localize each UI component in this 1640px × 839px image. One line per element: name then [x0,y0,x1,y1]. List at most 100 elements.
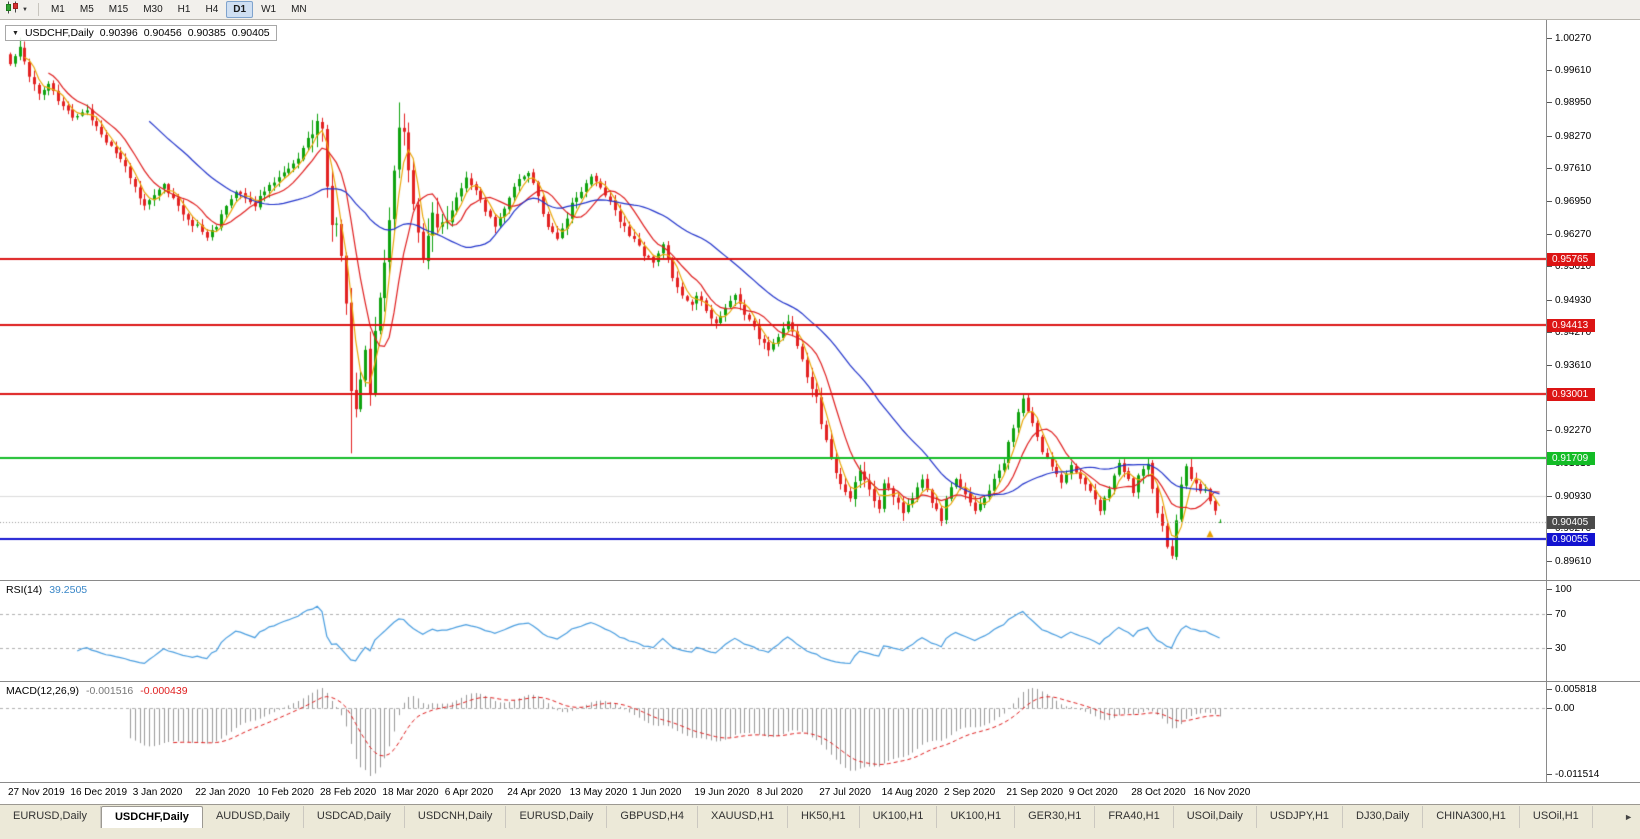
macd-axis-label: 0.00 [1546,703,1575,715]
tab-scroll-right-icon[interactable]: ► [1621,812,1636,822]
date-axis-label: 13 May 2020 [569,787,628,798]
candlestick-chart-icon [5,1,20,19]
date-axis-label: 10 Feb 2020 [257,787,314,798]
chart-type-button[interactable]: ▼ [3,0,33,20]
chart-tab-usoil-daily[interactable]: USOil,Daily [1174,806,1257,828]
chart-tab-usoil-h1[interactable]: USOil,H1 [1520,806,1593,828]
high-value: 0.90456 [143,27,182,39]
price-axis-label: 1.00270 [1546,32,1592,44]
chart-tabs: EURUSD,Daily USDCHF,Daily AUDUSD,Daily USDC… [0,806,1593,828]
price-axis-label: 0.93610 [1546,359,1592,371]
date-axis-label: 28 Oct 2020 [1131,787,1186,798]
date-axis-label: 16 Dec 2019 [70,787,128,798]
price-axis-label: 0.98270 [1546,130,1592,142]
price-axis-label: 0.94270 [1546,327,1592,339]
chart-tab-dj30-daily[interactable]: DJ30,Daily [1343,806,1424,828]
chart-panels-canvas[interactable] [0,20,1546,782]
chart-tab-usdchf-daily[interactable]: USDCHF,Daily [100,806,203,828]
timeframe-button-m5[interactable]: M5 [79,4,94,15]
rsi-axis-label: 70 [1546,609,1567,621]
date-axis-label: 1 Jun 2020 [632,787,682,798]
chart-tab-eurusd-daily[interactable]: EURUSD,Daily [0,806,101,828]
price-axis-label: 0.94930 [1546,294,1592,306]
timeframe-button-d1[interactable]: D1 [226,1,254,18]
chart-tab-uk100-h1[interactable]: UK100,H1 [937,806,1016,828]
chart-tab-china300-h1[interactable]: CHINA300,H1 [1423,806,1520,828]
rsi-value: 39.2505 [49,584,88,596]
chart-tab-ger30-h1[interactable]: GER30,H1 [1015,806,1096,828]
date-axis-label: 27 Nov 2019 [8,787,65,798]
rsi-name: RSI(14) [6,584,43,596]
price-level-tag: 0.93001 [1547,388,1595,402]
low-value: 0.90385 [187,27,226,39]
price-axis-label: 0.97610 [1546,163,1592,175]
rsi-axis-label: 30 [1546,642,1567,654]
chart-tab-uk100-h1[interactable]: UK100,H1 [860,806,938,828]
timeframe-button-m15[interactable]: M15 [108,4,129,15]
chart-tab-usdcad-daily[interactable]: USDCAD,Daily [304,806,405,828]
date-axis-label: 6 Apr 2020 [444,787,494,798]
date-axis-label: 19 Jun 2020 [694,787,750,798]
chart-tab-bar: EURUSD,Daily USDCHF,Daily AUDUSD,Daily USDC… [0,804,1640,839]
timeframe-button-h1[interactable]: H1 [177,4,191,15]
date-axis-label: 8 Jul 2020 [756,787,803,798]
macd-name: MACD(12,26,9) [6,685,79,697]
current-price-tag: 0.90405 [1547,515,1595,529]
symbol-ohlc-info: ▼ USDCHF,Daily 0.90396 0.90456 0.90385 0… [5,25,277,41]
timeframe-button-m1[interactable]: M1 [50,4,65,15]
open-value: 0.90396 [99,27,138,39]
chart-area: ▼ USDCHF,Daily 0.90396 0.90456 0.90385 0… [0,20,1640,782]
date-axis-label: 28 Feb 2020 [320,787,377,798]
chart-tab-usdjpy-h1[interactable]: USDJPY,H1 [1257,806,1344,828]
panel-separator-macd-dates [0,782,1640,783]
price-scale[interactable]: 1.00270 0.99610 0.98950 0.98270 0.97610 0.969… [1546,20,1640,782]
chart-tab-usdcnh-daily[interactable]: USDCNH,Daily [405,806,507,828]
chart-tab-audusd-daily[interactable]: AUDUSD,Daily [203,806,304,828]
panel-separator-rsi-macd[interactable] [0,681,1640,682]
close-value: 0.90405 [231,27,270,39]
macd-signal-value: -0.000439 [140,685,188,697]
date-axis-label: 22 Jan 2020 [195,787,251,798]
date-axis-label: 24 Apr 2020 [507,787,562,798]
date-scale[interactable]: 27 Nov 2019 16 Dec 2019 3 Jan 2020 22 Jan 2… [0,783,1640,804]
top-toolbar: ▼ M1 M5 M15 M30 H1 H4 D1 W1 MN [0,0,1640,20]
timeframe-button-h4[interactable]: H4 [205,4,219,15]
panel-separator-main-rsi[interactable] [0,580,1640,581]
price-axis-label: 0.92270 [1546,425,1592,437]
price-axis-label: 0.89610 [1546,555,1592,567]
date-axis-label: 16 Nov 2020 [1193,787,1251,798]
chart-tab-hk50-h1[interactable]: HK50,H1 [788,806,860,828]
date-axis-label: 2 Sep 2020 [944,787,996,798]
timeframe-button-w1[interactable]: W1 [261,4,277,15]
chart-tab-fra40-h1[interactable]: FRA40,H1 [1095,806,1174,828]
price-axis-label: 0.96270 [1546,228,1592,240]
price-axis-label: 0.99610 [1546,65,1592,77]
date-axis-label: 21 Sep 2020 [1006,787,1064,798]
rsi-axis-label: 100 [1547,584,1572,595]
timeframe-button-mn[interactable]: MN [291,4,307,15]
date-axis-label: 18 Mar 2020 [382,787,439,798]
toolbar-separator [37,3,39,16]
rsi-indicator-label: RSI(14) 39.2505 [6,584,87,596]
chevron-down-icon: ▼ [22,6,28,13]
date-axis-label: 27 Jul 2020 [819,787,871,798]
price-level-tag: 0.90055 [1547,533,1595,547]
price-axis-label: 0.95610 [1546,261,1592,273]
timeframe-button-m30[interactable]: M30 [143,4,163,15]
macd-main-value: -0.001516 [85,685,134,697]
price-scale-divider [1546,20,1547,782]
chart-tab-xauusd-h1[interactable]: XAUUSD,H1 [698,806,788,828]
chart-tab-eurusd-daily[interactable]: EURUSD,Daily [506,806,608,828]
chart-tab-gbpusd-h4[interactable]: GBPUSD,H4 [607,806,698,828]
macd-axis-label: -0.011514 [1546,769,1600,780]
price-axis-label: 0.98950 [1546,97,1592,109]
collapse-arrow-icon[interactable]: ▼ [12,29,19,37]
date-axis-label: 14 Aug 2020 [881,787,938,798]
price-axis-label: 0.90930 [1546,491,1592,503]
price-axis-label: 0.96950 [1546,195,1592,207]
price-level-tag: 0.94413 [1547,319,1595,333]
price-axis-label: 0.90270 [1546,523,1592,535]
timeframe-button-group: M1 M5 M15 M30 H1 H4 D1 W1 MN [44,1,314,18]
price-level-tag: 0.91709 [1547,451,1595,465]
